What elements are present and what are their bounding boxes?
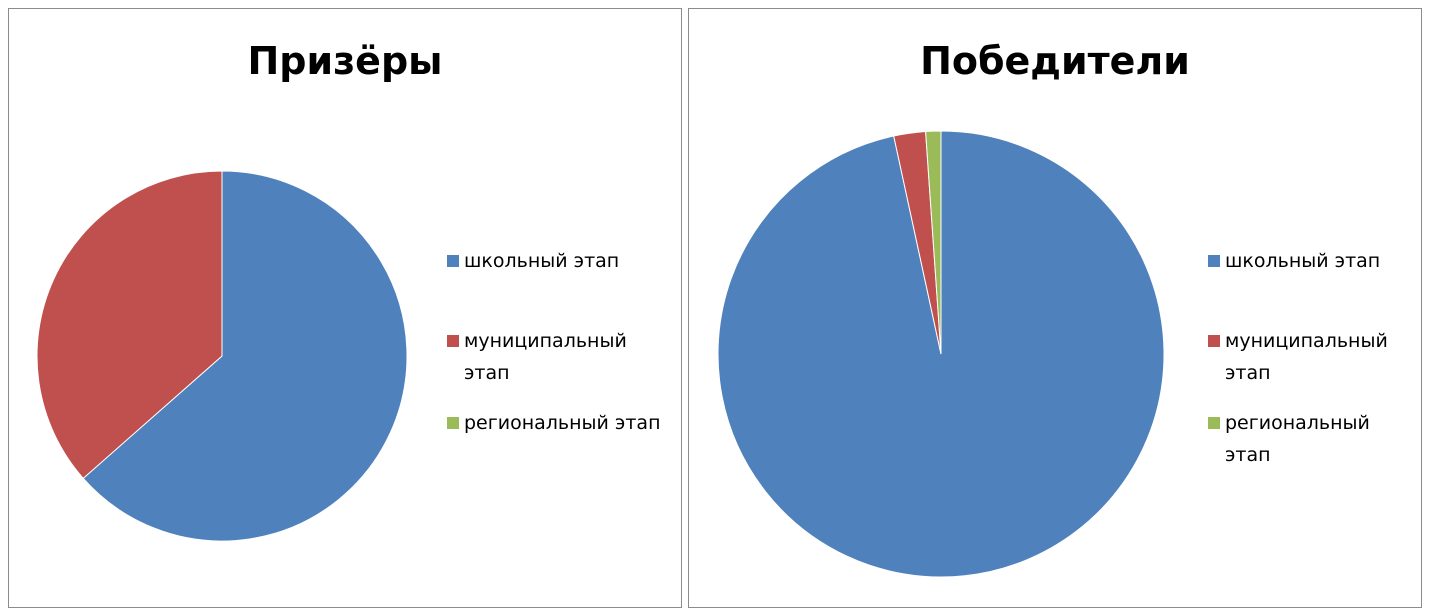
pie-slice-school (82, 170, 408, 542)
legend-swatch (1208, 255, 1220, 267)
legend-item-regional: региональный этап (1208, 407, 1418, 471)
legend-item-municipal: муниципальный этап (1208, 325, 1418, 389)
legend-item-regional: региональный этап (447, 407, 662, 439)
chart-panel-prizewinners: Призёры школьный этап муниципальный этап… (8, 8, 682, 608)
legend-item-school: школьный этап (1208, 245, 1430, 277)
legend-swatch (447, 255, 459, 267)
legend-swatch (1208, 417, 1220, 429)
legend-label: муниципальный этап (1225, 330, 1388, 384)
legend-swatch (447, 335, 459, 347)
legend-label: школьный этап (1225, 250, 1381, 272)
legend-item-municipal: муниципальный этап (447, 325, 662, 389)
pie-chart (36, 170, 408, 542)
pie-chart (717, 130, 1165, 578)
legend-label: школьный этап (464, 250, 620, 272)
chart-panel-winners: Победители школьный этап муниципальный э… (688, 8, 1422, 608)
legend-item-school: школьный этап (447, 245, 677, 277)
legend-swatch (1208, 335, 1220, 347)
legend-label: муниципальный этап (464, 330, 627, 384)
chart-title: Призёры (247, 39, 443, 83)
pie-slice-municipal (36, 170, 223, 480)
legend-label: региональный этап (464, 412, 661, 434)
pie-slice-regional (925, 130, 942, 355)
chart-title: Победители (920, 39, 1190, 83)
legend-label: региональный этап (1225, 412, 1370, 466)
legend-swatch (447, 417, 459, 429)
